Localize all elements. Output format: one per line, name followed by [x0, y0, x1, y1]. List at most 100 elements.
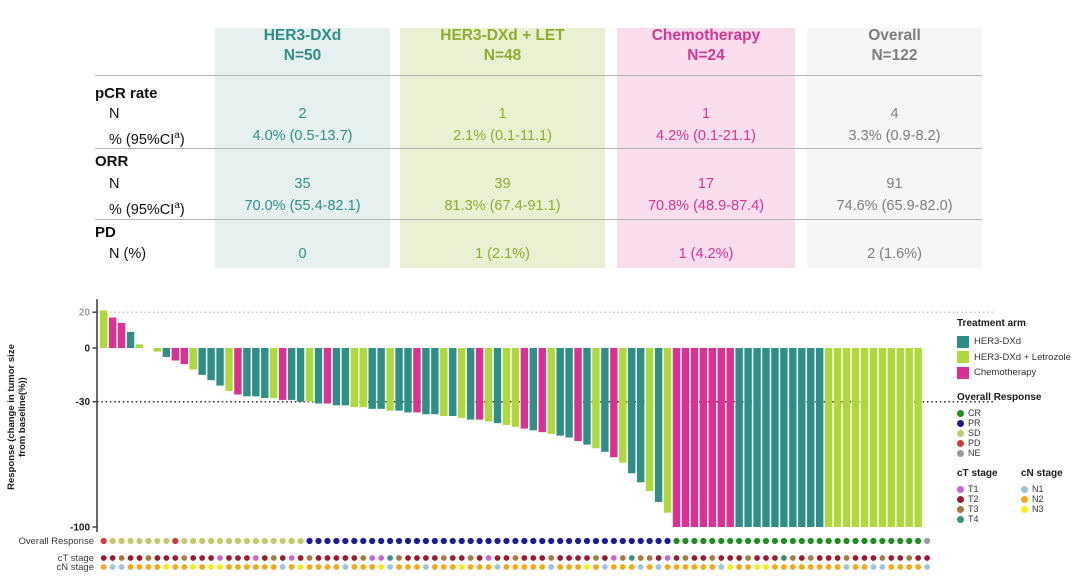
overall-response-dot — [494, 537, 501, 545]
dot-t3 — [957, 505, 964, 513]
ct-stage-dot — [414, 555, 420, 561]
cn-stage-dot — [423, 564, 429, 570]
value-cell: 4.2% (0.1-21.1) — [656, 128, 756, 144]
legend-cn-stage: cN stage N1 N2 N3 — [1021, 468, 1063, 514]
overall-response-dot — [601, 537, 609, 545]
bar — [341, 348, 350, 406]
cn-stage-dot — [548, 564, 555, 570]
section-title-row-orr: ORR — [95, 152, 982, 172]
overall-response-dot — [530, 537, 537, 545]
value-cell: 91 — [886, 176, 903, 192]
overall-response-dot — [664, 537, 671, 545]
ct-stage-dot — [557, 555, 564, 561]
overall-response-dot — [252, 537, 259, 545]
overall-response-dot — [503, 537, 510, 545]
row-label: N (%) — [109, 246, 147, 262]
ct-stage-dot — [718, 555, 725, 561]
table-row-pcr-pct: % (95%CIa) 4.0% (0.5-13.7) 2.1% (0.1-11.… — [95, 126, 982, 150]
cn-stage-dot — [754, 564, 760, 570]
bar — [296, 348, 305, 402]
value-cell: 2 (1.6%) — [867, 246, 922, 262]
overall-response-dot — [467, 537, 474, 545]
cn-stage-dot — [396, 564, 402, 570]
legend-ct-stage: cT stage T1 T2 T3 T4 — [957, 468, 998, 524]
cn-stage-dot — [387, 564, 393, 570]
cn-stage-dot — [530, 564, 537, 570]
bar — [368, 348, 376, 409]
cn-stage-dot — [566, 564, 572, 570]
bar — [663, 348, 672, 513]
dot-sd — [957, 429, 964, 437]
legend-label: T3 — [968, 504, 979, 514]
bar — [645, 348, 654, 492]
bar — [547, 348, 555, 434]
cn-stage-dot — [118, 564, 125, 570]
overall-response-dot — [395, 537, 403, 545]
cn-stage-dot — [100, 564, 107, 570]
legend-label: HER3-DXd — [974, 336, 1021, 348]
bar — [422, 348, 430, 415]
overall-response-dot — [199, 537, 206, 545]
cn-stage-dot — [431, 564, 438, 570]
overall-response-dot — [583, 537, 591, 545]
divider — [95, 148, 982, 149]
y-tick-label: -30 — [76, 397, 91, 408]
legend-label: HER3-DXd + Letrozole — [974, 351, 1071, 363]
ct-stage-dot — [297, 555, 304, 561]
bar — [252, 348, 260, 397]
overall-response-dot — [628, 537, 635, 545]
overall-response-dot — [834, 537, 841, 545]
legend-label: N1 — [1032, 484, 1044, 494]
overall-response-dot — [780, 537, 788, 545]
ct-stage-dot — [664, 555, 671, 561]
ct-stage-dot — [870, 555, 877, 561]
ct-stage-dot — [333, 555, 340, 561]
value-cell: 17 — [697, 176, 715, 192]
bar — [789, 348, 797, 527]
y-axis-label: Response (change in tumor size — [6, 344, 17, 490]
bar — [171, 348, 179, 361]
ct-stage-dot — [226, 555, 232, 561]
cn-stage-dot — [440, 564, 447, 570]
overall-response-dot — [243, 537, 250, 545]
overall-response-dot — [557, 537, 564, 545]
ct-stage-dot — [539, 555, 546, 561]
bar — [198, 348, 206, 375]
overall-response-dot — [924, 537, 931, 545]
ct-stage-dot — [915, 555, 922, 561]
ct-stage-dot — [816, 555, 823, 561]
cn-stage-dot — [879, 564, 886, 570]
table-row-orr-pct: % (95%CIa) 70.0% (55.4-82.1) 81.3% (67.4… — [95, 196, 982, 220]
cn-stage-dot — [655, 564, 662, 570]
cn-stage-dot — [709, 564, 716, 570]
bar — [556, 348, 564, 436]
legend-item-t1: T1 — [957, 484, 998, 494]
track-label: cT stage — [58, 553, 94, 564]
ct-stage-dot — [431, 555, 438, 561]
overall-response-dot — [306, 537, 313, 545]
ct-stage-dot — [745, 555, 751, 561]
cn-stage-dot — [852, 564, 859, 570]
ct-stage-dot — [763, 555, 769, 561]
ct-stage-dot — [127, 555, 134, 561]
ct-stage-dot — [709, 555, 716, 561]
cn-stage-dot — [172, 564, 179, 570]
ct-stage-dot — [270, 555, 277, 561]
bar — [484, 348, 493, 422]
cn-stage-dot — [369, 564, 376, 570]
overall-response-dot — [915, 537, 922, 545]
bar — [395, 348, 403, 411]
column-n: N=122 — [871, 47, 918, 64]
bar — [744, 348, 752, 527]
ct-stage-dot — [593, 555, 599, 561]
ct-stage-dot — [807, 555, 814, 561]
bar — [431, 348, 439, 415]
bar — [189, 348, 197, 370]
ct-stage-dot — [646, 555, 653, 561]
bar — [672, 348, 681, 527]
overall-response-dot — [458, 537, 465, 545]
overall-response-dot — [512, 537, 519, 545]
bar — [511, 348, 520, 427]
legend-item-t2: T2 — [957, 494, 998, 504]
overall-response-dot — [718, 537, 725, 545]
